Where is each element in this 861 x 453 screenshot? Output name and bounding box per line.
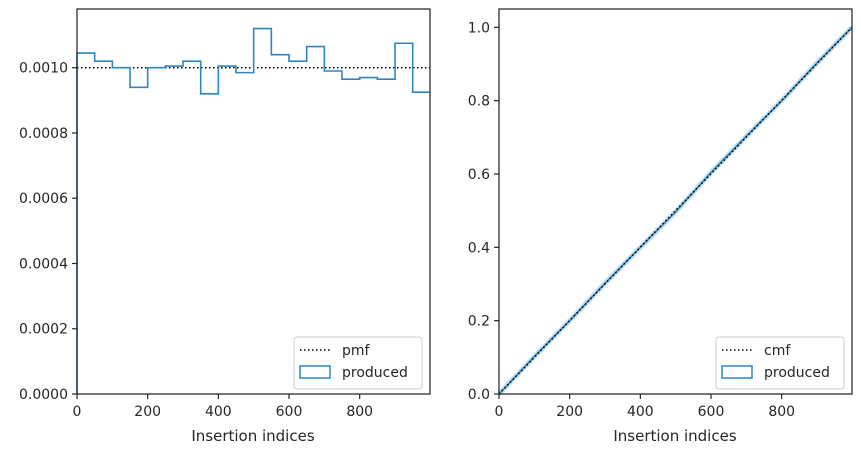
right-y-tick-label: 0.6: [468, 167, 490, 183]
right-y-ticks: 0.0 0.2 0.4 0.6 0.8 1.0: [468, 20, 499, 403]
right-y-tick-label: 0.0: [468, 387, 490, 403]
cmf-line: [498, 26, 853, 395]
left-legend-pmf-label: pmf: [342, 343, 371, 359]
left-chart: 0 200 400 600 800 0.00000.00020.00040.00060.…: [19, 8, 431, 445]
produced-step-line: [76, 27, 430, 394]
right-x-tick-label: 400: [627, 404, 654, 420]
right-legend-produced-label: produced: [764, 365, 830, 381]
right-legend-box: [715, 336, 845, 390]
left-legend[interactable]: pmf produced: [293, 336, 423, 390]
right-legend-produced-swatch: [721, 365, 753, 379]
left-y-ticks: 0.0000 0.0002 0.0004 0.0006 0.0008 0.0010: [19, 61, 77, 403]
right-legend-cmf-label: cmf: [764, 343, 791, 359]
left-y-tick-label: 0.0010: [19, 61, 68, 77]
right-y-tick-label: 0.2: [468, 314, 490, 330]
right-x-tick-label: 800: [768, 404, 795, 420]
right-y-tick-label: 0.4: [468, 240, 490, 256]
right-x-tick-label: 600: [698, 404, 725, 420]
left-y-tick-label: 0.0002: [19, 322, 68, 338]
left-x-tick-label: 800: [346, 404, 373, 420]
left-plot-frame: [76, 8, 431, 395]
right-x-tick-label: 0: [495, 404, 504, 420]
left-x-tick-label: 200: [134, 404, 161, 420]
right-y-tick-label: 1.0: [468, 20, 490, 36]
right-y-tick-label: 0.8: [468, 94, 490, 110]
right-chart: 0 200 400 600 800 0.0 0.2 0.4 0.6 0.8 1.0 Inserti…: [468, 8, 854, 445]
left-x-axis-label: Insertion indices: [191, 427, 314, 445]
left-y-tick-label: 0.0006: [19, 191, 68, 207]
right-plot-marks: [497, 25, 854, 396]
left-legend-box: [293, 336, 423, 390]
left-y-tick-label: 0.0008: [19, 126, 68, 142]
right-plot-frame: [498, 8, 853, 395]
right-x-axis-label: Insertion indices: [613, 427, 736, 445]
left-plot-marks: [76, 27, 430, 394]
left-x-tick-label: 400: [205, 404, 232, 420]
left-y-tick-label: 0.0004: [19, 256, 68, 272]
right-legend[interactable]: cmf produced: [715, 336, 845, 390]
right-x-tick-label: 200: [556, 404, 583, 420]
left-x-tick-label: 0: [73, 404, 82, 420]
left-y-tick-label: 0.0000: [19, 387, 68, 403]
left-legend-produced-label: produced: [342, 365, 408, 381]
left-x-tick-label: 600: [276, 404, 303, 420]
left-x-ticks: 0 200 400 600 800: [73, 394, 373, 420]
right-x-ticks: 0 200 400 600 800: [495, 394, 795, 420]
left-legend-produced-swatch: [299, 365, 331, 379]
